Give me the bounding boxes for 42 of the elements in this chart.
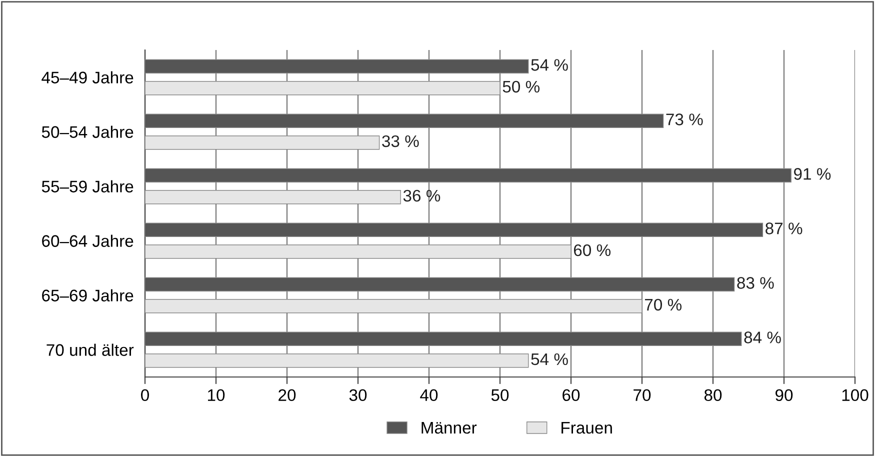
bar	[145, 332, 742, 346]
y-tick-label: 60–64 Jahre	[42, 234, 134, 247]
y-tick-label: 70 und älter	[46, 344, 134, 356]
data-label: 83 %	[737, 277, 774, 289]
data-label: 84 %	[744, 332, 781, 344]
bar	[145, 81, 500, 96]
bar	[145, 114, 664, 128]
bar	[145, 222, 764, 237]
x-tick-label: 80	[704, 389, 722, 402]
data-label: 33 %	[382, 135, 419, 148]
bar	[145, 168, 792, 182]
bar	[145, 244, 572, 259]
data-label: 87 %	[766, 222, 802, 234]
bar	[145, 59, 529, 74]
x-tick-label: 10	[208, 389, 225, 402]
data-label: 73 %	[666, 114, 703, 126]
x-tick-label: 60	[562, 389, 580, 402]
bar	[145, 354, 529, 368]
data-label: 70 %	[644, 298, 682, 311]
data-label: 54 %	[531, 59, 568, 71]
x-tick-label: 20	[278, 389, 296, 402]
y-tick-label: 45–49 Jahre	[42, 71, 134, 84]
legend-label: Frauen	[562, 422, 612, 434]
data-label: 54 %	[531, 353, 568, 366]
data-label: 60 %	[574, 244, 611, 256]
data-label: 91 %	[794, 168, 831, 180]
legend-label: Männer	[422, 422, 477, 434]
y-tick-label: 50–54 Jahre	[42, 126, 134, 138]
x-tick-label: 90	[776, 389, 793, 402]
x-tick-label: 30	[349, 389, 367, 402]
y-tick-label: 55–59 Jahre	[42, 180, 134, 192]
x-tick-label: 50	[491, 389, 509, 402]
bar	[145, 190, 401, 204]
x-tick-label: 100	[842, 389, 868, 402]
bar	[145, 299, 642, 314]
x-tick-label: 40	[420, 389, 438, 402]
x-tick-label: 0	[141, 389, 149, 402]
bar	[145, 277, 735, 292]
y-tick-label: 65–69 Jahre	[42, 289, 134, 302]
x-tick-label: 70	[634, 389, 651, 402]
bar	[145, 136, 380, 150]
data-label: 50 %	[502, 80, 540, 93]
